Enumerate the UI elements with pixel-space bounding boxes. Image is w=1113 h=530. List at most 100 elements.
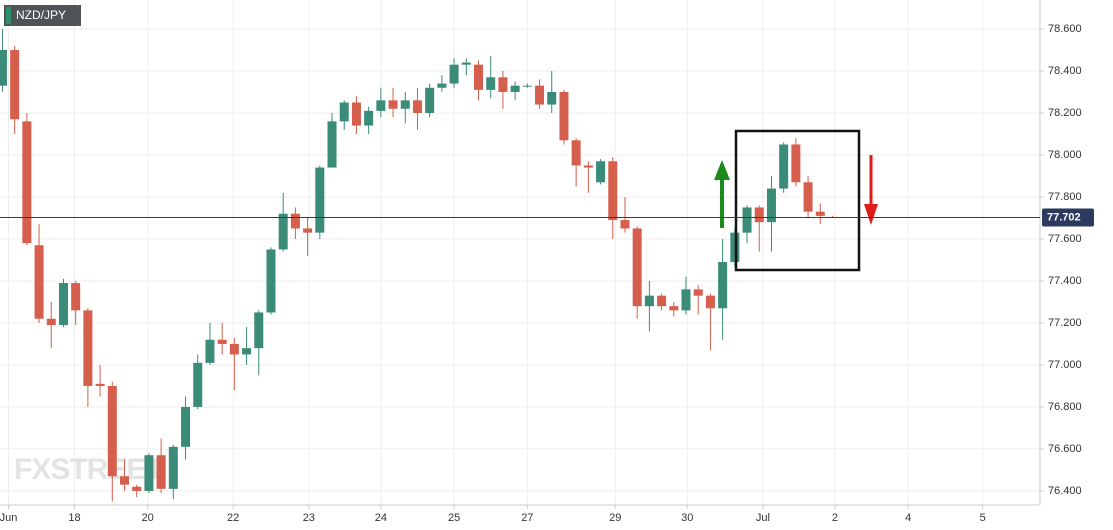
- candle-body: [132, 486, 142, 491]
- candle-body: [571, 140, 581, 166]
- y-tick-label: 77.400: [1048, 275, 1082, 287]
- symbol-box: [4, 5, 81, 26]
- candle-body: [376, 100, 386, 111]
- candle-body: [120, 476, 130, 485]
- y-tick-label: 77.000: [1048, 359, 1082, 371]
- y-tick-label: 77.600: [1048, 233, 1082, 245]
- y-tick-label: 78.400: [1048, 65, 1082, 77]
- candle-body: [339, 102, 349, 122]
- candle-body: [437, 83, 447, 88]
- candle-body: [156, 455, 166, 489]
- candle-body: [425, 87, 435, 113]
- x-tick-label: 29: [609, 512, 621, 524]
- candle-body: [278, 213, 288, 250]
- candle-body: [766, 188, 776, 223]
- y-tick-label: 78.200: [1048, 107, 1082, 119]
- candle-body: [254, 312, 264, 349]
- candle-body: [535, 85, 545, 105]
- candle-body: [412, 100, 422, 113]
- candle-body: [498, 77, 508, 92]
- candle-body: [388, 100, 398, 109]
- candle-body: [644, 295, 654, 307]
- y-tick-label: 76.400: [1048, 485, 1082, 497]
- candle-body: [522, 85, 532, 87]
- y-tick-label: 76.600: [1048, 443, 1082, 455]
- x-tick-label: 18: [68, 512, 80, 524]
- candle-body: [449, 64, 459, 84]
- x-tick-label: 25: [448, 512, 460, 524]
- candle-body: [83, 310, 93, 386]
- candle-body: [181, 406, 191, 447]
- x-tick-label: 30: [681, 512, 693, 524]
- candle-body: [168, 446, 178, 489]
- candle-body: [22, 121, 32, 244]
- x-tick-label: 24: [375, 512, 387, 524]
- x-tick-label: 22: [227, 512, 239, 524]
- candle-body: [46, 318, 56, 326]
- candles: [0, 28, 837, 502]
- y-tick-label: 78.600: [1048, 23, 1082, 35]
- current-price-label: 77.702: [1047, 211, 1081, 223]
- candle-body: [693, 289, 703, 296]
- y-tick-label: 76.800: [1048, 401, 1082, 413]
- candle-body: [791, 144, 801, 183]
- candle-body: [815, 211, 825, 216]
- candle-body: [473, 64, 483, 90]
- grid: [0, 0, 1044, 509]
- x-tick-label: Jul: [756, 512, 770, 524]
- y-tick-label: 77.200: [1048, 317, 1082, 329]
- candle-body: [705, 295, 715, 309]
- candle-body: [144, 455, 154, 491]
- candle-body: [596, 161, 606, 183]
- candle-body: [547, 91, 557, 105]
- candle-body: [486, 77, 496, 90]
- candle-body: [205, 339, 215, 363]
- candle-body: [351, 102, 361, 126]
- x-tick-label: 4: [905, 512, 911, 524]
- highlight-box: [734, 129, 861, 272]
- candle-body: [10, 49, 20, 120]
- candle-body: [657, 295, 667, 307]
- down-arrow: [864, 155, 878, 225]
- candle-body: [742, 207, 752, 233]
- candle-body: [608, 161, 618, 221]
- candle-body: [34, 245, 44, 319]
- candle-body: [461, 62, 471, 65]
- symbol-label: NZD/JPY: [16, 8, 66, 22]
- x-tick-label: 23: [303, 512, 315, 524]
- candle-body: [107, 385, 117, 477]
- candle-body: [193, 362, 203, 407]
- symbol-marker: [6, 7, 11, 24]
- up-arrow: [714, 160, 730, 228]
- candle-body: [217, 339, 227, 344]
- candle-body: [327, 121, 337, 168]
- candle-body: [58, 283, 68, 326]
- y-tick-label: 77.800: [1048, 191, 1082, 203]
- candle-body: [400, 100, 410, 109]
- x-tick-label: 2: [832, 512, 838, 524]
- candle-body: [229, 343, 239, 355]
- candle-body: [620, 220, 630, 229]
- watermark: FXSTREET: [14, 453, 163, 486]
- y-tick-label: 78.000: [1048, 149, 1082, 161]
- x-tick-label: 5: [980, 512, 986, 524]
- candle-body: [681, 289, 691, 311]
- candle-body: [266, 249, 276, 313]
- candle-body: [669, 306, 679, 311]
- candle-body: [559, 91, 569, 141]
- candle-body: [95, 383, 105, 386]
- candle-body: [303, 228, 313, 233]
- candle-body: [0, 49, 7, 86]
- x-tick-label: 20: [142, 512, 154, 524]
- candle-body: [364, 110, 374, 126]
- candle-body: [754, 207, 764, 223]
- candle-body: [71, 283, 81, 311]
- candle-body: [583, 165, 593, 168]
- candle-body: [779, 144, 789, 189]
- candle-body: [242, 348, 252, 355]
- candle-body: [718, 262, 728, 309]
- x-tick-label: Jun: [0, 512, 17, 524]
- candle-body: [510, 85, 520, 92]
- candle-body: [803, 182, 813, 212]
